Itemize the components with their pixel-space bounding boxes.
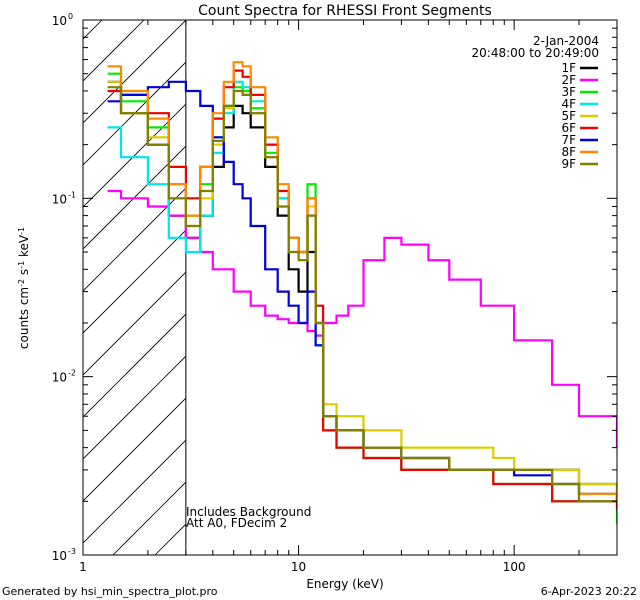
annotation-text: Att A0, FDecim 2 <box>186 516 287 530</box>
series-8F <box>107 61 617 502</box>
hatch-line <box>365 20 640 555</box>
hatch-line <box>0 20 18 555</box>
x-axis-tick-labels: 1 10 100 <box>79 560 525 574</box>
y-tick-label: 10 <box>52 549 67 563</box>
y-tick-label-exponent: -1 <box>68 190 76 199</box>
legend-label-3F: 3F <box>561 85 576 99</box>
chart-title: Count Spectra for RHESSI Front Segments <box>198 3 492 19</box>
x-axis-label: Energy (keV) <box>306 577 383 591</box>
x-tick-label: 10 <box>291 560 306 574</box>
hatch-line <box>83 20 186 124</box>
legend-label-7F: 7F <box>561 133 576 147</box>
series-6F <box>107 69 617 510</box>
legend-label-2F: 2F <box>561 73 576 87</box>
time-range-label: 20:48:00 to 20:49:00 <box>472 46 599 60</box>
hatch-line <box>83 271 186 376</box>
hatch-line <box>83 439 186 544</box>
y-tick-label-exponent: 0 <box>68 12 73 21</box>
legend-label-8F: 8F <box>561 145 576 159</box>
series-4F <box>107 80 617 503</box>
y-axis-ticks <box>83 19 617 556</box>
hatch-line <box>83 313 186 418</box>
y-tick-label-exponent: -2 <box>68 369 76 378</box>
series-5F <box>107 80 617 502</box>
y-tick-label: 10 <box>52 14 67 28</box>
footer-generated-by: Generated by hsi_min_spectra_plot.pro <box>2 585 218 598</box>
hatch-line <box>83 103 186 208</box>
series-9F <box>107 86 617 503</box>
attenuator-hatch <box>0 20 640 555</box>
series-lines <box>107 61 617 524</box>
footer-timestamp: 6-Apr-2023 20:22 <box>541 585 637 598</box>
series-1F <box>107 80 617 502</box>
y-axis-label: counts cm-2 s-1 keV-1 <box>17 227 32 349</box>
series-7F <box>107 80 617 502</box>
plot-frame <box>82 19 618 556</box>
x-tick-label: 100 <box>503 560 526 574</box>
hatch-line <box>281 20 640 555</box>
hatch-line <box>83 229 186 334</box>
legend-label-6F: 6F <box>561 121 576 135</box>
hatch-line <box>83 61 186 166</box>
legend-label-9F: 9F <box>561 157 576 171</box>
date-label: 2-Jan-2004 <box>533 34 599 48</box>
hatch-line <box>83 397 186 502</box>
legend-label-1F: 1F <box>561 61 576 75</box>
y-tick-label: 10 <box>52 192 67 206</box>
annotation-text: Includes Background <box>186 505 311 519</box>
y-tick-label: 10 <box>52 371 67 385</box>
series-3F <box>107 72 617 524</box>
x-tick-label: 1 <box>79 560 87 574</box>
legend-label-4F: 4F <box>561 97 576 111</box>
hatch-line <box>83 187 186 292</box>
legend-label-5F: 5F <box>561 109 576 123</box>
y-tick-label-exponent: -3 <box>68 547 76 556</box>
x-axis-ticks <box>82 20 618 555</box>
series-2F <box>107 189 617 448</box>
